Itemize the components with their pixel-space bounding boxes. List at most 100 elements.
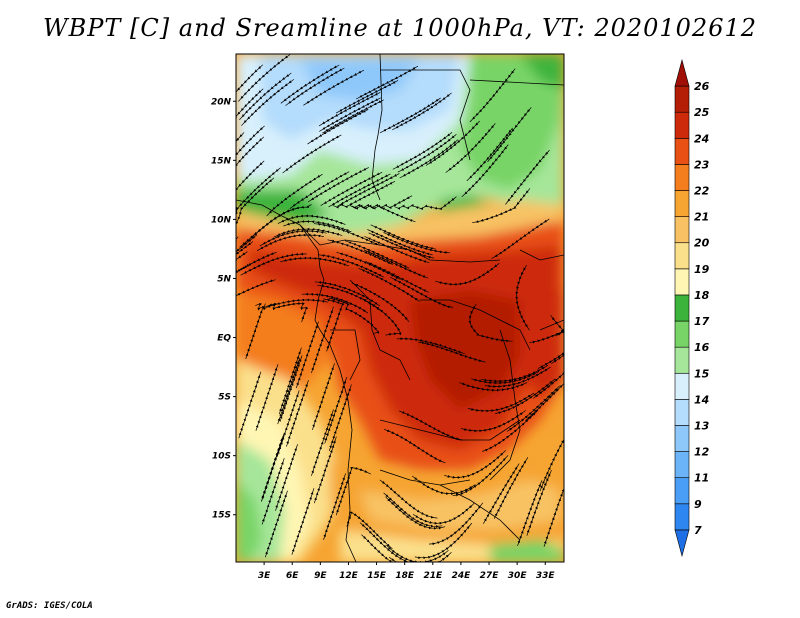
colorbar-segment: [674, 346, 690, 374]
streamline: [275, 444, 298, 511]
colorbar-label: 24: [694, 132, 709, 145]
streamline: [277, 214, 346, 225]
lon-label: 27E: [480, 571, 500, 581]
streamline: [411, 475, 476, 496]
streamline: [282, 134, 342, 174]
colorbar-segment: [674, 111, 690, 139]
colorbar-segment: [674, 320, 690, 348]
colorbar-label: 18: [694, 289, 710, 302]
colorbar-label: 7: [694, 524, 702, 537]
streamline: [236, 251, 277, 283]
wbpt-field: [236, 54, 564, 562]
streamline: [468, 303, 513, 343]
colorbar-segment: [674, 425, 690, 452]
colorbar-segment: [674, 216, 690, 244]
streamline: [312, 363, 335, 431]
streamline: [260, 435, 284, 502]
streamline: [390, 276, 454, 309]
colorbar-label: 14: [694, 393, 709, 406]
colorbar-label: 15: [694, 367, 710, 380]
colorbar-segment: [674, 164, 690, 191]
streamline: [428, 502, 484, 546]
lon-label: 33E: [536, 571, 556, 581]
streamline: [278, 347, 302, 415]
lat-label: 5N: [217, 274, 231, 284]
colorbar-segment: [674, 477, 690, 505]
colorbar-label: 13: [694, 419, 710, 432]
colorbar-segment: [674, 85, 690, 113]
lat-label: EQ: [217, 334, 231, 344]
colorbar-segment: [674, 138, 690, 165]
streamline: [550, 315, 564, 337]
streamline: [435, 263, 500, 286]
streamline: [418, 341, 486, 363]
colorbar-segment: [674, 242, 690, 270]
lon-label: 6E: [286, 571, 299, 581]
colorbar-segment: [674, 58, 690, 87]
streamline: [472, 188, 531, 224]
grads-credit: GrADS: IGES/COLA: [6, 601, 93, 611]
streamline: [444, 450, 507, 479]
colorbar-segment: [674, 399, 690, 426]
streamline: [388, 552, 452, 562]
streamline: [291, 488, 315, 555]
lon-label: 24E: [452, 571, 472, 581]
lat-label: 15N: [211, 156, 232, 166]
streamline: [255, 364, 279, 431]
colorbar-label: 9: [694, 498, 702, 511]
colorbar-label: 22: [694, 185, 710, 198]
streamline: [236, 236, 239, 277]
streamline: [236, 88, 264, 138]
streamline: [551, 329, 564, 364]
streamline: [399, 139, 459, 179]
longitude-axis: 3E 6E 9E 12E 15E 18E 21E 24E 27E 30E 33E: [258, 562, 556, 581]
streamline: [289, 171, 350, 209]
lon-label: 30E: [508, 571, 528, 581]
streamline: [383, 492, 443, 528]
colorbar-label: 19: [694, 263, 710, 276]
streamline: [319, 97, 381, 132]
lon-label: 18E: [395, 571, 415, 581]
colorbar-segment: [674, 372, 690, 400]
colorbar-segment: [674, 268, 690, 296]
streamline: [359, 522, 412, 562]
map-frame: [235, 53, 565, 563]
lon-label: 9E: [314, 571, 327, 581]
lon-label: 21E: [423, 571, 443, 581]
lat-label: 10S: [212, 452, 231, 462]
lon-label: 12E: [339, 571, 359, 581]
streamline: [526, 469, 552, 536]
streamline: [399, 410, 463, 441]
colorbar-label: 26: [694, 80, 710, 93]
chart-title: WBPT [C] and Sreamline at 1000hPa, VT: 2…: [42, 14, 758, 42]
streamline: [491, 218, 550, 259]
streamline: [336, 251, 401, 280]
colorbar-label: 23: [694, 158, 710, 171]
streamline: [236, 241, 254, 279]
lat-label: 10N: [211, 215, 232, 225]
streamline: [239, 207, 298, 248]
lat-label: 5S: [218, 393, 231, 403]
streamline: [537, 331, 564, 369]
streamline: [506, 385, 561, 432]
streamline: [323, 298, 345, 352]
streamline: [469, 68, 516, 123]
streamline: [335, 466, 371, 516]
streamline: [303, 69, 365, 106]
streamline: [383, 428, 446, 464]
colorbar-label: 21: [694, 211, 709, 224]
lon-label: 3E: [258, 571, 271, 581]
streamlines: [236, 54, 564, 562]
colorbar-segment: [674, 190, 690, 217]
colorbar-segment: [674, 294, 690, 322]
colorbar-label: 20: [694, 237, 710, 250]
colorbar-segment: [674, 451, 690, 478]
colorbar-label: 11: [694, 472, 709, 485]
streamline: [245, 302, 266, 360]
streamline: [313, 223, 381, 246]
streamline: [259, 229, 327, 247]
colorbar: 7 9 11 12 13 14 15 16 17 18 19 20 21 22 23 24 25 26: [674, 58, 710, 558]
colorbar-label: 25: [694, 106, 710, 119]
lat-label: 20N: [211, 97, 232, 107]
